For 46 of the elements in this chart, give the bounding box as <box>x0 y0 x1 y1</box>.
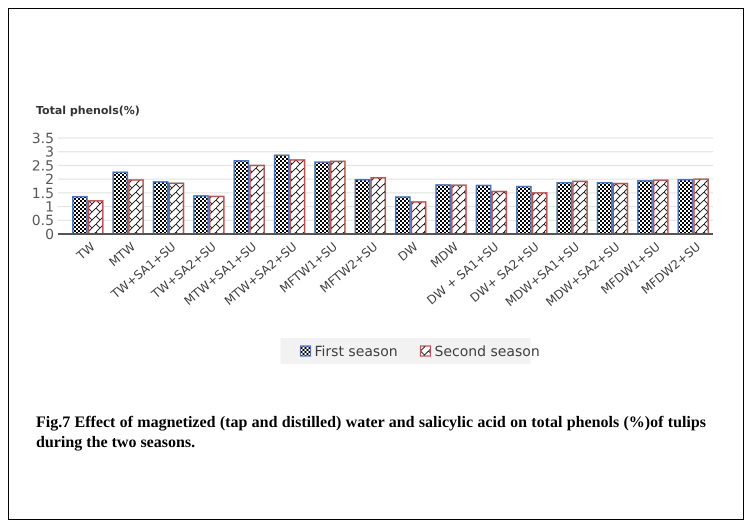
bar <box>677 178 694 235</box>
x-tick-label: DW <box>395 239 421 264</box>
legend-label: First season <box>314 344 398 360</box>
y-tick-label: 3.5 <box>32 130 54 147</box>
bar <box>128 179 144 235</box>
bar <box>152 181 169 235</box>
y-tick-label: 2.5 <box>32 158 54 174</box>
bar <box>476 184 492 235</box>
bar <box>532 192 548 235</box>
bar <box>274 154 290 235</box>
bar <box>637 180 653 235</box>
bar <box>652 179 669 235</box>
y-tick-label: 1 <box>45 199 54 216</box>
bar <box>451 184 467 235</box>
bar <box>168 182 184 235</box>
bar <box>330 160 346 235</box>
bar <box>693 178 709 235</box>
bar <box>394 196 411 235</box>
bar <box>572 180 588 235</box>
bar <box>72 196 88 235</box>
bar <box>370 177 386 235</box>
legend-label: Second season <box>434 344 540 360</box>
y-tick-label: 0 <box>45 226 54 243</box>
bar <box>410 201 426 235</box>
bar <box>314 161 330 235</box>
bar <box>354 178 370 235</box>
bar <box>193 195 209 235</box>
chart-title: Total phenols(%) <box>36 104 140 117</box>
y-tick-label: 2 <box>45 172 54 188</box>
y-tick-label: 0.5 <box>32 213 54 230</box>
bar <box>491 190 508 235</box>
bar <box>612 182 628 235</box>
x-tick-label: TW <box>73 239 98 264</box>
bar <box>88 200 104 235</box>
y-tick-label: 3 <box>45 144 54 161</box>
bar <box>435 184 452 235</box>
bar <box>290 159 306 235</box>
bar <box>233 160 250 235</box>
y-tick-label: 1.5 <box>32 186 54 202</box>
bar <box>208 196 225 235</box>
bar <box>249 164 265 235</box>
bar <box>556 182 572 235</box>
bar <box>516 186 532 235</box>
bar <box>596 182 612 235</box>
caption: Fig.7 Effect of magnetized (tap and distilled) water and salicylic acid on total phenols (%)of tulips during the two seasons. <box>36 413 706 453</box>
bar <box>112 172 128 235</box>
